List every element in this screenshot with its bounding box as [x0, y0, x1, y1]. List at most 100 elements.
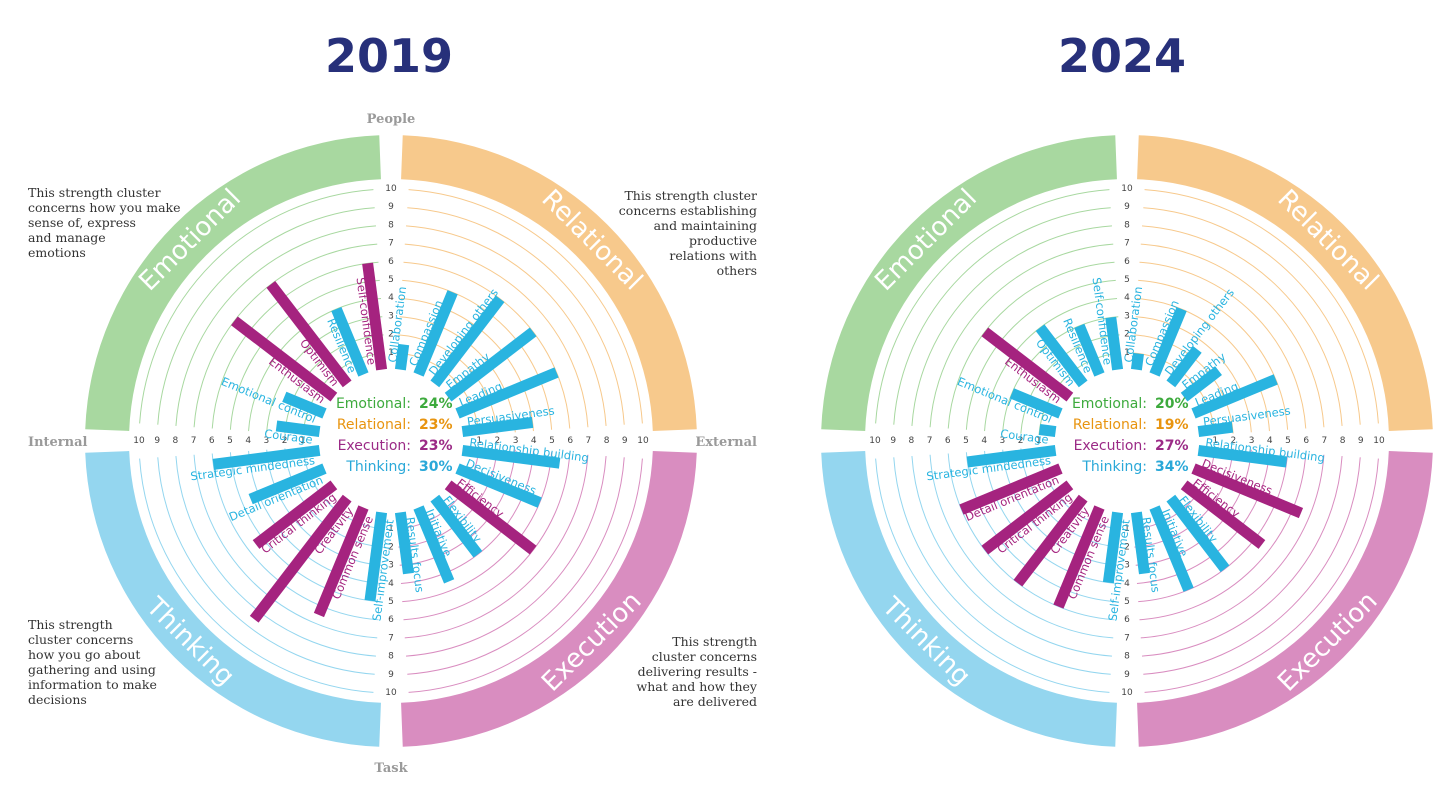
chart-title-2019: 2019 [325, 29, 453, 83]
axis-label-external: External [695, 435, 757, 450]
bar-critical-thinking-2024 [981, 480, 1074, 555]
ring-relational-4 [400, 298, 534, 432]
bar-relationship-building-2024 [1197, 444, 1288, 468]
tick-down-5: 5 [1124, 597, 1130, 607]
ring-execution-8 [1142, 456, 1343, 657]
tick-up-10: 10 [1121, 184, 1133, 194]
tick-down-8: 8 [1124, 652, 1130, 662]
ring-thinking-7 [929, 454, 1114, 639]
tick-left-1: 1 [1036, 436, 1042, 446]
ring-thinking-10 [875, 458, 1110, 693]
bar-common-sense-2019 [313, 505, 369, 618]
ring-emotional-9 [157, 207, 375, 425]
tick-left-7: 7 [191, 436, 197, 446]
ring-relational-8 [406, 225, 607, 426]
ring-relational-8 [1142, 225, 1343, 426]
tick-down-10: 10 [385, 688, 397, 698]
bar-critical-thinking-2019 [252, 480, 338, 549]
bar-creativity-2024 [1013, 494, 1088, 587]
ring-relational-2 [1134, 334, 1234, 434]
quadrant-name-emotional: Emotional [869, 183, 983, 297]
tick-up-9: 9 [1124, 202, 1130, 212]
ring-relational-1 [397, 352, 480, 435]
tick-down-6: 6 [1124, 615, 1130, 625]
ring-emotional-1 [302, 352, 385, 435]
quadrant-band-execution [1137, 451, 1433, 747]
bar-self-improvement-2019 [364, 511, 388, 602]
summary-name-execution-2024: Execution: [1074, 438, 1147, 454]
bar-strategic-mindedness-2024 [966, 444, 1057, 468]
tick-right-9: 9 [1358, 436, 1364, 446]
tick-right-4: 4 [1267, 436, 1273, 446]
axis-label-people: People [367, 112, 416, 127]
tick-down-2: 2 [388, 542, 394, 552]
tick-right-10: 10 [637, 436, 649, 446]
bar-resilience-2024 [1074, 323, 1105, 377]
ring-thinking-5 [229, 452, 380, 603]
axis-label-internal: Internal [28, 435, 88, 450]
tick-left-8: 8 [173, 436, 179, 446]
bar-resilience-2019 [331, 306, 369, 377]
quadrant-band-execution [401, 451, 697, 747]
ring-execution-6 [1139, 453, 1307, 621]
bar-leading-2024 [1191, 374, 1278, 419]
tick-up-8: 8 [1124, 220, 1130, 230]
bar-optimism-2024 [1035, 324, 1088, 388]
tick-right-1: 1 [1212, 436, 1218, 446]
ring-execution-2 [398, 448, 498, 548]
ring-emotional-5 [965, 279, 1116, 430]
ring-thinking-2 [1020, 448, 1120, 548]
tick-left-10: 10 [869, 436, 881, 446]
bar-efficiency-2019 [444, 480, 537, 555]
tick-left-1: 1 [300, 436, 306, 446]
bar-decisiveness-2019 [455, 463, 542, 508]
ring-thinking-6 [947, 453, 1115, 621]
ring-relational-5 [1138, 279, 1289, 430]
tick-down-3: 3 [388, 561, 394, 571]
tick-up-3: 3 [1124, 311, 1130, 321]
ring-thinking-4 [984, 450, 1118, 584]
bar-self-improvement-2024 [1102, 511, 1124, 584]
tick-up-8: 8 [388, 220, 394, 230]
ring-thinking-1 [302, 447, 385, 530]
tick-left-9: 9 [890, 436, 896, 446]
bar-self-confidence-2019 [362, 262, 388, 371]
ring-execution-4 [1136, 450, 1270, 584]
tick-right-4: 4 [531, 436, 537, 446]
summary-value-thinking-2019: 30% [419, 459, 453, 475]
ring-relational-4 [1136, 298, 1270, 432]
ring-thinking-8 [911, 456, 1112, 657]
tick-right-3: 3 [513, 436, 519, 446]
tick-up-7: 7 [1124, 239, 1130, 249]
quadrant-band-thinking [821, 451, 1117, 747]
summary-name-relational-2019: Relational: [337, 417, 411, 433]
emotional-cluster-description: This strength cluster concerns how you m… [28, 185, 181, 260]
ring-emotional-10 [875, 189, 1110, 424]
bar-common-sense-2024 [1053, 505, 1105, 609]
tick-left-3: 3 [264, 436, 270, 446]
ring-relational-9 [407, 207, 625, 425]
ring-emotional-3 [1002, 316, 1119, 433]
quadrant-band-emotional [821, 135, 1117, 431]
tick-right-5: 5 [1285, 436, 1291, 446]
quadrant-band-thinking [85, 451, 381, 747]
tick-up-2: 2 [1124, 330, 1130, 340]
ring-emotional-6 [947, 261, 1115, 429]
tick-down-7: 7 [1124, 633, 1130, 643]
bar-results-focus-2024 [1130, 511, 1150, 575]
tick-left-10: 10 [133, 436, 145, 446]
quadrant-band-relational [401, 135, 697, 431]
tick-right-2: 2 [495, 436, 501, 446]
bar-relationship-building-2019 [461, 444, 561, 469]
ring-execution-6 [403, 453, 571, 621]
bar-initiative-2019 [413, 505, 455, 584]
tick-right-1: 1 [476, 436, 482, 446]
ring-execution-9 [1143, 457, 1361, 675]
bar-initiative-2024 [1149, 505, 1194, 592]
tick-left-2: 2 [282, 436, 288, 446]
tick-left-8: 8 [909, 436, 915, 446]
ring-thinking-8 [175, 456, 376, 657]
bar-results-focus-2019 [394, 511, 414, 575]
bar-collaboration-2019 [394, 343, 410, 371]
ring-thinking-9 [157, 457, 375, 675]
